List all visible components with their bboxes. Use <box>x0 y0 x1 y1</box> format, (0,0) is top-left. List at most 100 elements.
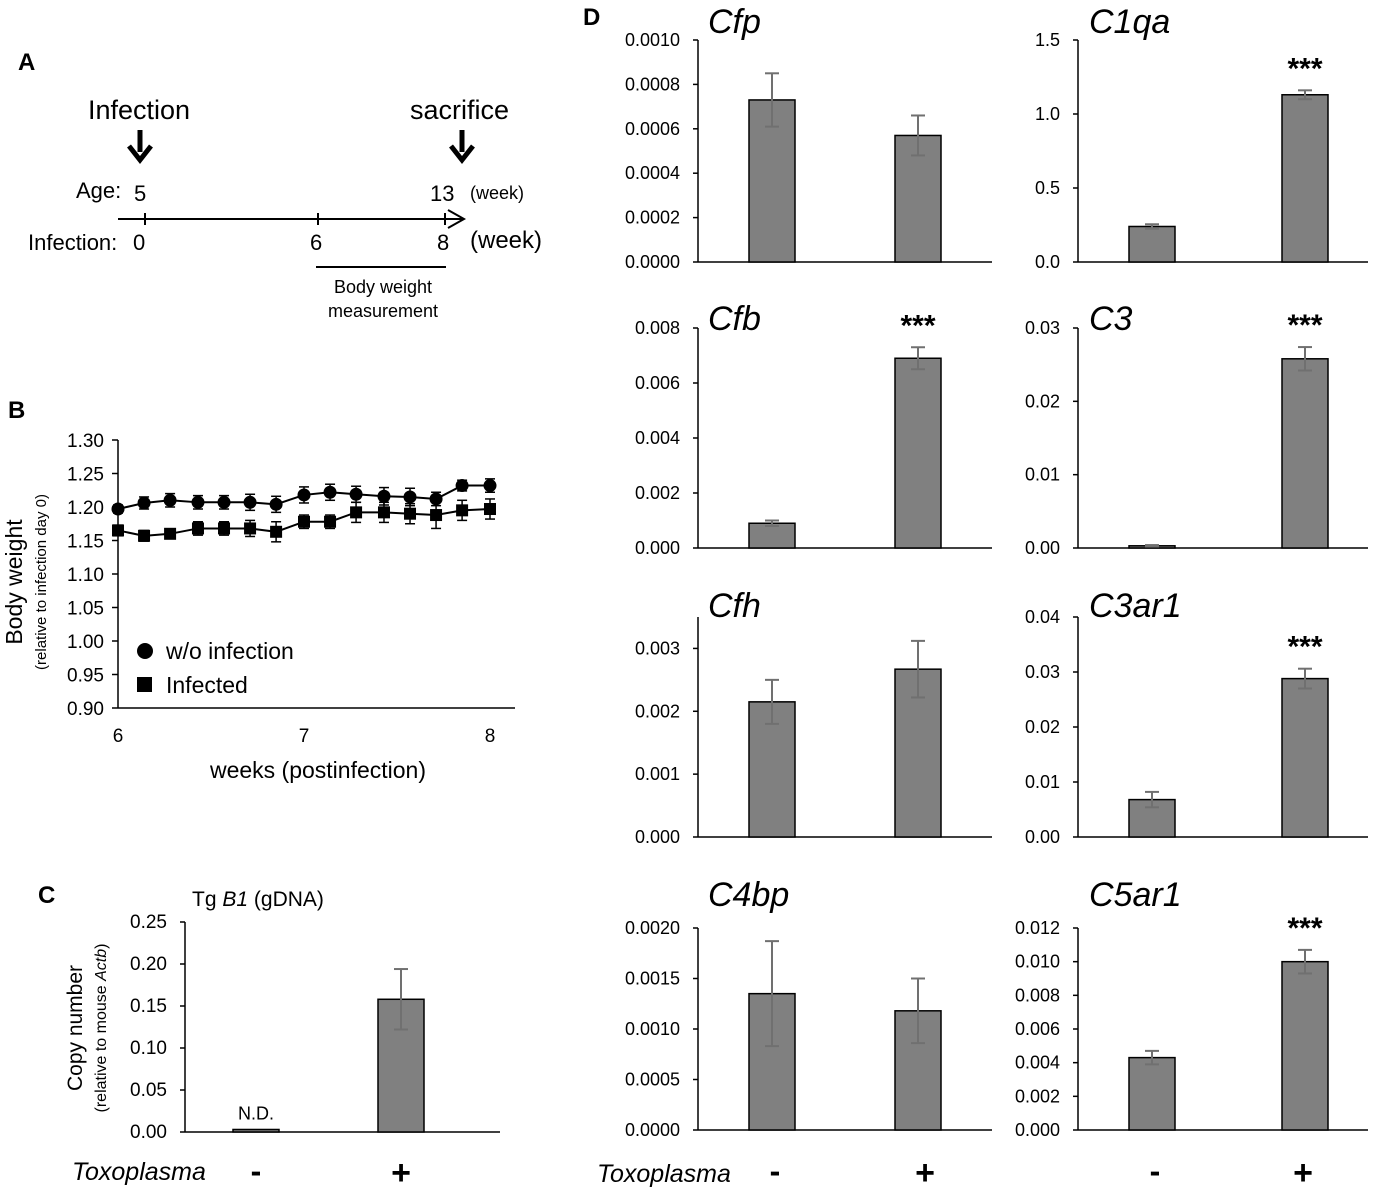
d-c5ar1-y-tick-label: 0.004 <box>1015 1053 1060 1073</box>
d-c3ar1-y-tick-label: 0.02 <box>1025 717 1060 737</box>
d-c4bp-y-tick-label: 0.0015 <box>625 969 680 989</box>
c-plus-label: + <box>391 1154 411 1188</box>
d-cfb-y-tick-label: 0.008 <box>635 318 680 338</box>
b-point-circle <box>269 497 283 511</box>
measurement-line2: measurement <box>328 301 438 321</box>
c-ylabel-sub: (relative to mouse Actb) <box>93 944 110 1113</box>
b-point-square <box>456 504 469 517</box>
d-c1qa-y-tick-label: 1.0 <box>1035 104 1060 124</box>
gene-chart-c5ar1: 0.000 0.002 0.004 0.006 0.008 0.010 0.012 *** C5… <box>1015 876 1368 1140</box>
b-point-square <box>218 522 231 535</box>
b-y-tick-label: 1.10 <box>67 565 104 586</box>
d-c4bp-y-tick-label: 0.0020 <box>625 918 680 938</box>
d-cfb-bar-1 <box>894 357 942 549</box>
b-point-circle <box>163 493 177 507</box>
c-title-prefix: Tg <box>192 888 217 911</box>
timeline-tick-label-0: 0 <box>133 230 145 255</box>
b-point-circle <box>217 495 231 509</box>
b-point-square <box>191 522 204 535</box>
gene-chart-c1qa: 0.0 0.5 1.0 1.5 *** C1qa <box>1035 3 1368 272</box>
c-title: Tg B1 (gDNA) <box>192 888 324 911</box>
c-bar-0 <box>232 1128 280 1133</box>
age-label: Age: <box>76 178 121 203</box>
c-y-tick-label: 0.05 <box>130 1080 167 1101</box>
d-c5ar1-bar-1 <box>1281 960 1329 1131</box>
b-point-square <box>484 503 496 516</box>
d-c3ar1-title: C3ar1 <box>1089 587 1182 625</box>
timeline-tick-label-8: 8 <box>437 230 449 255</box>
b-point-square <box>350 506 363 519</box>
measurement-line1: Body weight <box>334 277 432 297</box>
d-c5ar1-y-tick-label: 0.006 <box>1015 1019 1060 1039</box>
legend-label-1: Infected <box>166 672 248 698</box>
d-c4bp-title: C4bp <box>708 876 789 914</box>
b-x-tick-label: 6 <box>113 726 124 747</box>
d-c5ar1-y-tick-label: 0.012 <box>1015 918 1060 938</box>
d-cfp-y-tick-label: 0.0000 <box>625 252 680 272</box>
c-toxoplasma-label: Toxoplasma <box>72 1158 206 1186</box>
b-y-tick-label: 1.00 <box>67 632 104 653</box>
panel-label-d: D <box>583 4 600 31</box>
body-weight-chart: Body weight (relative to infection day 0… <box>1 431 515 783</box>
timeline-tick-label-6: 6 <box>310 230 322 255</box>
copy-number-chart: Tg B1 (gDNA) Copy number (relative to mo… <box>64 888 500 1188</box>
c-ylabel-sub-end: ) <box>93 944 110 949</box>
c-title-gene: B1 <box>222 888 248 911</box>
b-point-circle <box>191 495 205 509</box>
b-point-circle <box>111 502 125 516</box>
b-point-square <box>298 515 310 528</box>
c-y-tick-label: 0.00 <box>130 1122 167 1143</box>
b-y-tick-label: 0.95 <box>67 666 104 687</box>
d-c4bp-y-tick-label: 0.0000 <box>625 1120 680 1140</box>
c-title-suffix: (gDNA) <box>254 888 324 911</box>
c-y-tick-label: 0.15 <box>130 996 167 1017</box>
d-c3ar1-significance-1: *** <box>1287 631 1322 664</box>
d-c3-bar-1 <box>1281 358 1329 549</box>
d-cfp-y-tick-label: 0.0010 <box>625 30 680 50</box>
b-point-square <box>112 524 124 537</box>
b-y-tick-label: 1.25 <box>67 465 104 486</box>
b-point-circle <box>455 479 469 493</box>
d-c5ar1-significance-1: *** <box>1287 912 1322 945</box>
b-y-tick-label: 1.30 <box>67 431 104 452</box>
d-cfb-y-tick-label: 0.006 <box>635 373 680 393</box>
b-point-circle <box>297 488 311 502</box>
d-cfb-y-tick-label: 0.000 <box>635 538 680 558</box>
b-x-tick-label: 8 <box>485 726 496 747</box>
b-point-square <box>244 522 257 535</box>
c-y-tick-label: 0.25 <box>130 912 167 933</box>
d-minus-label-right: - <box>1150 1153 1161 1188</box>
gene-chart-cfp: 0.0000 0.0002 0.0004 0.0006 0.0008 0.0010 Cfp <box>625 3 992 272</box>
gene-chart-cfh: 0.000 0.001 0.002 0.003 Cfh <box>635 587 992 847</box>
age-end: 13 <box>430 181 454 206</box>
d-plus-label-right: + <box>1293 1154 1313 1188</box>
c-minus-label: - <box>251 1153 262 1188</box>
d-c5ar1-y-tick-label: 0.008 <box>1015 985 1060 1005</box>
panel-label-c: C <box>38 882 55 909</box>
d-c5ar1-bar-0 <box>1128 1056 1176 1131</box>
d-cfp-y-tick-label: 0.0002 <box>625 208 680 228</box>
gene-chart-c4bp: 0.0000 0.0005 0.0010 0.0015 0.0020 C4bp <box>625 876 992 1140</box>
b-y-tick-label: 1.20 <box>67 498 104 519</box>
timeline-panel: Infection sacrifice Age: 5 13 (week) Inf… <box>28 95 542 321</box>
b-point-square <box>138 529 151 542</box>
d-c5ar1-y-tick-label: 0.000 <box>1015 1120 1060 1140</box>
b-xlabel: weeks (postinfection) <box>209 757 426 783</box>
d-cfp-y-tick-label: 0.0006 <box>625 119 680 139</box>
d-c1qa-bar-0 <box>1128 225 1176 263</box>
arrow-down-icon-sacrifice <box>449 130 475 165</box>
b-point-circle <box>377 489 391 503</box>
d-c3-title: C3 <box>1089 300 1133 338</box>
d-c3-y-tick-label: 0.00 <box>1025 538 1060 558</box>
d-c3-y-tick-label: 0.01 <box>1025 465 1060 485</box>
b-point-circle <box>403 490 417 504</box>
panel-label-a: A <box>18 49 35 76</box>
c-y-tick-label: 0.20 <box>130 954 167 975</box>
d-cfh-y-tick-label: 0.001 <box>635 764 680 784</box>
sacrifice-label: sacrifice <box>410 95 509 125</box>
d-c3-y-tick-label: 0.03 <box>1025 318 1060 338</box>
b-point-circle <box>323 485 337 499</box>
b-y-tick-label: 1.05 <box>67 599 104 620</box>
